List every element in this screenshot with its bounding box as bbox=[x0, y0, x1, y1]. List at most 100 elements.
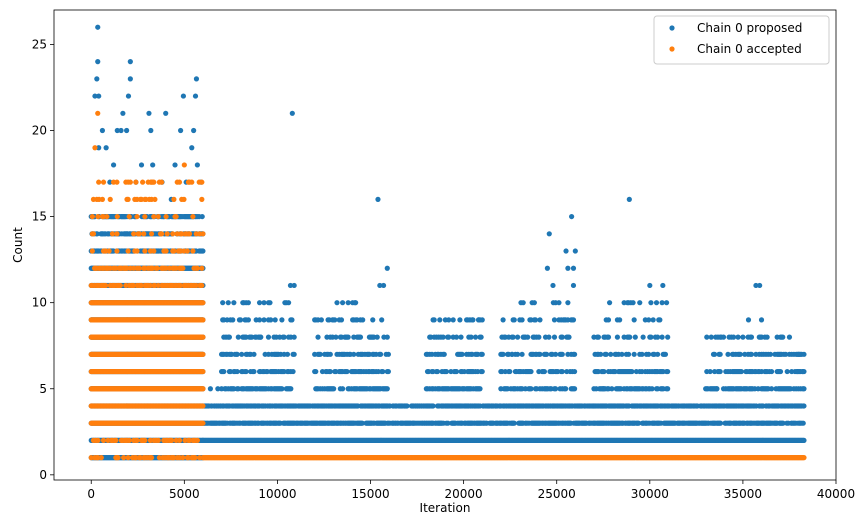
proposed-point bbox=[627, 334, 633, 340]
proposed-point bbox=[511, 420, 517, 426]
proposed-point bbox=[531, 300, 537, 306]
proposed-point bbox=[468, 334, 474, 340]
proposed-point bbox=[631, 351, 637, 357]
proposed-point bbox=[519, 317, 525, 323]
proposed-point bbox=[663, 300, 670, 306]
proposed-point bbox=[288, 386, 294, 392]
proposed-point bbox=[94, 231, 100, 237]
proposed-point bbox=[500, 317, 506, 323]
proposed-point bbox=[665, 368, 671, 375]
proposed-point bbox=[443, 368, 450, 375]
proposed-point bbox=[333, 334, 339, 340]
proposed-point bbox=[430, 403, 436, 409]
proposed-point bbox=[603, 351, 609, 357]
proposed-point bbox=[801, 386, 807, 392]
proposed-point bbox=[532, 317, 539, 323]
proposed-point bbox=[662, 351, 669, 357]
proposed-point bbox=[571, 368, 578, 375]
proposed-point bbox=[235, 334, 241, 340]
proposed-point bbox=[279, 317, 285, 323]
proposed-point bbox=[528, 386, 534, 392]
proposed-point bbox=[655, 351, 661, 357]
proposed-point bbox=[648, 300, 654, 306]
proposed-point bbox=[565, 300, 571, 306]
proposed-point bbox=[459, 351, 465, 357]
proposed-point bbox=[472, 334, 479, 340]
proposed-point bbox=[595, 334, 602, 340]
proposed-point bbox=[384, 386, 390, 392]
proposed-point bbox=[377, 351, 384, 357]
proposed-point bbox=[511, 317, 517, 323]
proposed-point bbox=[510, 334, 516, 340]
proposed-point bbox=[625, 351, 632, 357]
proposed-point bbox=[608, 351, 614, 357]
proposed-point bbox=[281, 334, 287, 340]
proposed-point bbox=[245, 317, 251, 323]
proposed-point bbox=[251, 368, 257, 375]
proposed-point bbox=[225, 300, 231, 306]
proposed-point bbox=[559, 351, 565, 357]
proposed-point bbox=[525, 334, 531, 340]
proposed-point bbox=[221, 368, 227, 375]
proposed-point bbox=[629, 368, 635, 375]
proposed-point bbox=[605, 334, 612, 340]
proposed-point bbox=[559, 368, 565, 375]
proposed-point bbox=[768, 386, 775, 392]
proposed-point bbox=[631, 317, 637, 323]
proposed-point bbox=[431, 317, 437, 323]
proposed-point bbox=[617, 317, 623, 323]
proposed-point bbox=[345, 334, 351, 340]
proposed-point bbox=[537, 351, 543, 357]
proposed-point bbox=[515, 351, 521, 357]
proposed-point bbox=[507, 368, 513, 375]
proposed-point bbox=[606, 300, 613, 306]
proposed-point bbox=[546, 334, 552, 340]
proposed-point bbox=[200, 248, 206, 254]
proposed-point bbox=[345, 300, 351, 306]
proposed-point bbox=[601, 368, 607, 375]
proposed-point bbox=[234, 368, 240, 375]
proposed-point bbox=[226, 334, 232, 340]
proposed-point bbox=[541, 368, 548, 375]
proposed-point bbox=[648, 334, 654, 340]
proposed-point bbox=[717, 420, 724, 426]
proposed-point bbox=[239, 351, 245, 357]
proposed-point bbox=[528, 368, 534, 375]
proposed-point bbox=[380, 368, 386, 375]
proposed-point bbox=[801, 403, 807, 409]
proposed-point bbox=[453, 334, 460, 340]
proposed-point bbox=[553, 351, 559, 357]
proposed-point bbox=[649, 386, 655, 392]
proposed-point bbox=[340, 386, 346, 392]
proposed-point bbox=[659, 300, 665, 306]
proposed-point bbox=[566, 334, 572, 340]
proposed-point bbox=[571, 351, 578, 357]
proposed-point bbox=[279, 386, 285, 392]
proposed-point bbox=[385, 351, 391, 357]
proposed-point bbox=[374, 334, 380, 340]
proposed-point bbox=[712, 351, 718, 357]
proposed-point bbox=[614, 334, 621, 340]
proposed-point bbox=[655, 334, 661, 340]
proposed-point bbox=[385, 368, 391, 375]
proposed-point bbox=[434, 368, 441, 375]
proposed-point bbox=[446, 317, 452, 323]
proposed-point bbox=[331, 386, 337, 392]
proposed-point bbox=[357, 334, 364, 340]
proposed-point bbox=[563, 386, 569, 392]
proposed-point bbox=[639, 351, 645, 357]
proposed-point bbox=[261, 300, 267, 306]
proposed-point bbox=[637, 300, 643, 306]
proposed-point bbox=[370, 317, 376, 323]
proposed-point bbox=[318, 317, 324, 323]
proposed-point bbox=[477, 386, 483, 392]
proposed-point bbox=[553, 386, 559, 392]
proposed-point bbox=[479, 351, 485, 357]
proposed-point bbox=[344, 368, 350, 375]
proposed-point bbox=[231, 300, 237, 306]
plot-points bbox=[88, 24, 807, 461]
proposed-point bbox=[315, 334, 321, 340]
proposed-point bbox=[360, 317, 366, 323]
